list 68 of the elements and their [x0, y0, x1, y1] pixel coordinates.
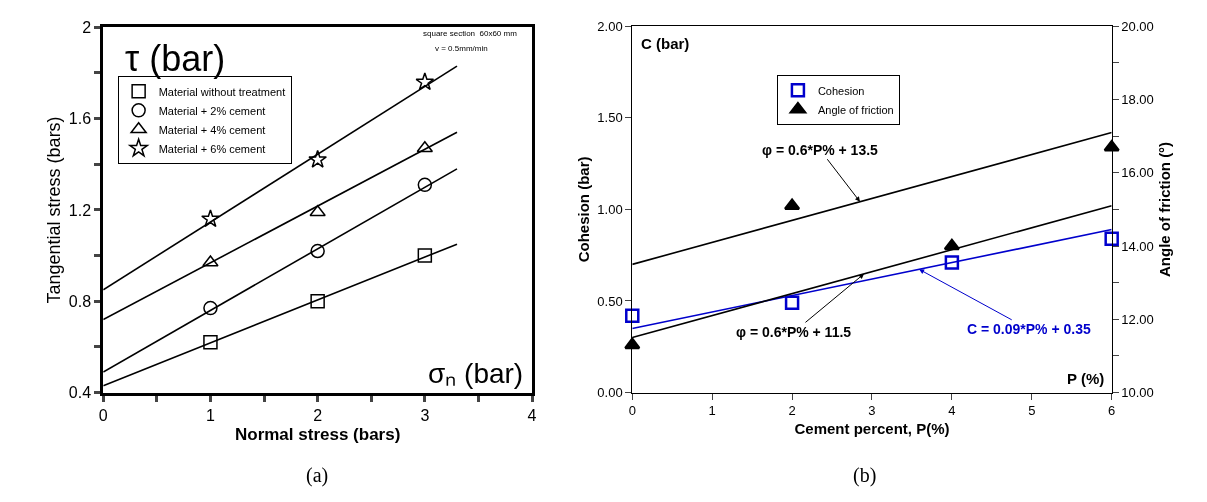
point	[944, 255, 960, 270]
point	[784, 295, 800, 311]
point	[308, 149, 328, 168]
annotation: P (%)	[1067, 370, 1105, 387]
annotation: C = 0.09*P% + 0.35	[967, 321, 1091, 337]
x-tick-label: 1	[708, 403, 716, 419]
y2-tick-label: 10.00	[1121, 385, 1154, 401]
legend-label: Material + 4% cement	[158, 123, 266, 136]
y-tick-label: 0.00	[597, 385, 623, 401]
point	[309, 204, 326, 217]
y-axis-title: Tangential stress (bars)	[44, 116, 64, 304]
y-tick-label: 0.50	[597, 293, 623, 309]
point	[783, 198, 801, 211]
legend-label: Material + 6% cement	[158, 142, 266, 155]
point	[201, 209, 220, 228]
text: (a)	[306, 464, 329, 487]
x-tick-label: 1	[205, 406, 215, 424]
x-tick-label: 2	[788, 403, 796, 419]
annotation: C (bar)	[641, 35, 690, 52]
legend-label: Angle of friction	[817, 103, 894, 116]
annotation: φ = 0.6*P% + 11.5	[736, 324, 852, 340]
point	[203, 300, 218, 316]
point	[417, 248, 433, 263]
y2-axis-title: Angle of friction (°)	[1155, 141, 1173, 278]
text: (b)	[853, 464, 877, 487]
y-axis-title: Cohesion (bar)	[574, 156, 592, 263]
annotation: v = 0.5mm/min	[435, 44, 488, 53]
x-tick-label: 6	[1108, 403, 1116, 419]
annotation: square section 60x60 mm	[423, 29, 518, 38]
x-axis-title: Normal stress (bars)	[234, 425, 401, 445]
legend-label: Material without treatment	[158, 85, 286, 98]
annotation: σₙ (bar)	[428, 358, 524, 389]
point	[310, 293, 325, 309]
x-tick-label: 3	[420, 406, 430, 424]
legend-label: Cohesion	[817, 84, 865, 97]
x-tick-label: 0	[98, 406, 108, 424]
y-tick-label: 1.6	[68, 110, 92, 128]
y2-tick-label: 12.00	[1121, 311, 1154, 327]
point	[625, 308, 640, 323]
x-tick-label: 3	[868, 403, 876, 419]
y2-tick-label: 18.00	[1121, 92, 1154, 108]
point	[203, 335, 218, 350]
y-tick-label: 1.2	[68, 201, 92, 219]
x-tick-label: 2	[313, 406, 323, 424]
y-tick-label: 0.8	[68, 292, 92, 310]
y-tick-label: 1.50	[597, 110, 623, 126]
point	[624, 337, 641, 350]
annotation: φ = 0.6*P% + 13.5	[762, 142, 879, 158]
y-tick-label: 2	[82, 18, 92, 36]
legend-label: Material + 2% cement	[158, 104, 266, 117]
annotation: τ (bar)	[125, 38, 226, 79]
point	[202, 255, 219, 267]
y2-tick-label: 20.00	[1121, 18, 1154, 34]
y-tick-label: 2.00	[597, 18, 623, 34]
point	[415, 72, 435, 91]
x-tick-label: 4	[527, 406, 537, 424]
point	[310, 243, 325, 259]
x-tick-label: 0	[628, 403, 636, 419]
point	[943, 238, 961, 251]
y2-tick-label: 14.00	[1121, 238, 1154, 254]
y-tick-label: 1.00	[597, 201, 623, 217]
point	[417, 177, 433, 193]
y-tick-label: 0.4	[68, 384, 92, 402]
y2-tick-label: 16.00	[1121, 165, 1154, 181]
x-tick-label: 5	[1028, 403, 1036, 419]
x-tick-label: 4	[948, 403, 956, 419]
point	[1104, 231, 1119, 246]
x-axis-title: Cement percent, P(%)	[794, 420, 950, 438]
